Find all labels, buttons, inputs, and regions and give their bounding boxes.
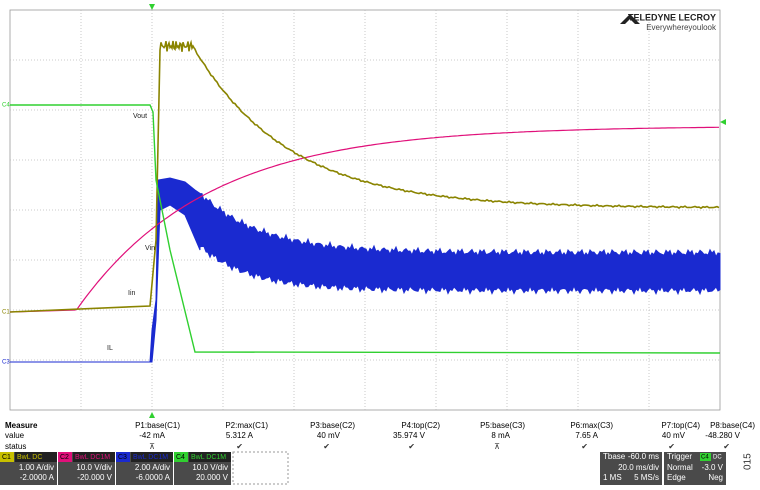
trigger-box (664, 452, 726, 485)
channel-tag (116, 452, 130, 462)
measure-status: ✔ (581, 442, 588, 451)
channel-tag (174, 452, 188, 462)
timebase-title: Tbase (603, 452, 626, 461)
measure-title: Measure (5, 421, 38, 430)
channel-id: C1 (2, 454, 11, 461)
figure-code: 015 (743, 453, 754, 470)
trigger-mode: Normal (667, 463, 693, 472)
channel-marker: C3 (2, 360, 10, 366)
c2-level-marker (720, 119, 726, 125)
measure-value: 7.65 A (575, 431, 598, 440)
trace-label: IL (107, 345, 113, 352)
measure-name: P2:max(C1) (225, 421, 268, 430)
channel-offset: -2.0000 A (20, 473, 55, 482)
measure-name: P8:base(C4) (710, 421, 755, 430)
trigger-marker (149, 412, 155, 418)
channel-scale: 1.00 A/div (19, 463, 54, 472)
row-label: status (5, 442, 26, 451)
measure-name: P6:max(C3) (570, 421, 613, 430)
trace-c3 (10, 177, 721, 363)
measure-value: -42 mA (139, 431, 165, 440)
channel-coupling: BwL DC1M (75, 454, 110, 461)
channel-coupling: BwL DC1M (133, 454, 168, 461)
row-label: value (5, 431, 25, 440)
channel-coupling: BwL DC (17, 454, 42, 461)
measure-value: 35.974 V (393, 431, 426, 440)
channel-scale: 10.0 V/div (76, 463, 112, 472)
measure-name: P4:top(C2) (401, 421, 440, 430)
logo-icon (620, 14, 640, 24)
measure-value: 8 mA (491, 431, 510, 440)
logo-tagline: Everywhereyoulook (646, 23, 717, 32)
timebase-samples: 1 MS (603, 473, 622, 482)
logo-brand: TELEDYNE LECROY (628, 12, 716, 22)
trace-label: Vout (133, 113, 147, 120)
measure-value: -48.280 V (705, 431, 740, 440)
measure-status: ⊼ (149, 442, 155, 451)
channel-scale: 10.0 V/div (192, 463, 228, 472)
measure-status: ✔ (668, 442, 675, 451)
empty-box (232, 451, 289, 485)
trigger-level: -3.0 V (702, 463, 724, 472)
measure-status: ✔ (323, 442, 330, 451)
channel-coupling-bg (15, 452, 57, 462)
channel-offset: 20.000 V (196, 473, 229, 482)
channel-id: C4 (176, 454, 185, 461)
channel-coupling-bg (131, 452, 173, 462)
timebase-rate: 20.0 ms/div (618, 463, 659, 472)
measure-status: ⊼ (494, 442, 500, 451)
trigger-title: Trigger (667, 452, 692, 461)
trace-c2 (9, 126, 719, 313)
channel-tag (58, 452, 72, 462)
channel-coupling-bg (73, 452, 115, 462)
channel-tag (0, 452, 14, 462)
measure-name: P7:top(C4) (661, 421, 700, 430)
trigger-type: Edge (667, 473, 686, 482)
timebase-delay: -60.0 ms (628, 452, 659, 461)
measure-status: ✔ (408, 442, 415, 451)
trace-c4 (10, 104, 721, 354)
traces: Vout Vin Iin IL C4 C1 C3 (2, 39, 721, 366)
timebase-box (600, 452, 662, 485)
measure-value: 5.312 A (226, 431, 254, 440)
measure-name: P5:base(C3) (480, 421, 525, 430)
measure-value: 40 mV (662, 431, 686, 440)
timebase-sample-rate: 5 MS/s (634, 473, 659, 482)
channel-scale: 2.00 A/div (135, 463, 170, 472)
trace-label: Vin (145, 245, 155, 252)
measure-name: P1:base(C1) (135, 421, 180, 430)
trigger-source-bg (700, 453, 711, 461)
channel-id: C2 (60, 454, 69, 461)
trace-c1 (9, 39, 720, 313)
trace-label: Iin (128, 290, 136, 297)
trigger-slope: Neg (708, 473, 723, 482)
trigger-marker (149, 4, 155, 10)
trigger-source: C4 (701, 455, 709, 461)
measure-status: ✔ (723, 442, 730, 451)
channel-marker: C1 (2, 310, 10, 316)
channel-marker: C4 (2, 103, 10, 109)
measure-name: P3:base(C2) (310, 421, 355, 430)
measure-value: 40 mV (317, 431, 341, 440)
channel-coupling: BwL DC1M (191, 454, 226, 461)
channel-coupling-bg (189, 452, 231, 462)
channel-offset: -6.0000 A (136, 473, 171, 482)
measure-status: ✔ (236, 442, 243, 451)
channel-offset: -20.000 V (77, 473, 112, 482)
channel-id: C3 (118, 454, 127, 461)
trigger-coupling: DC (713, 455, 722, 461)
